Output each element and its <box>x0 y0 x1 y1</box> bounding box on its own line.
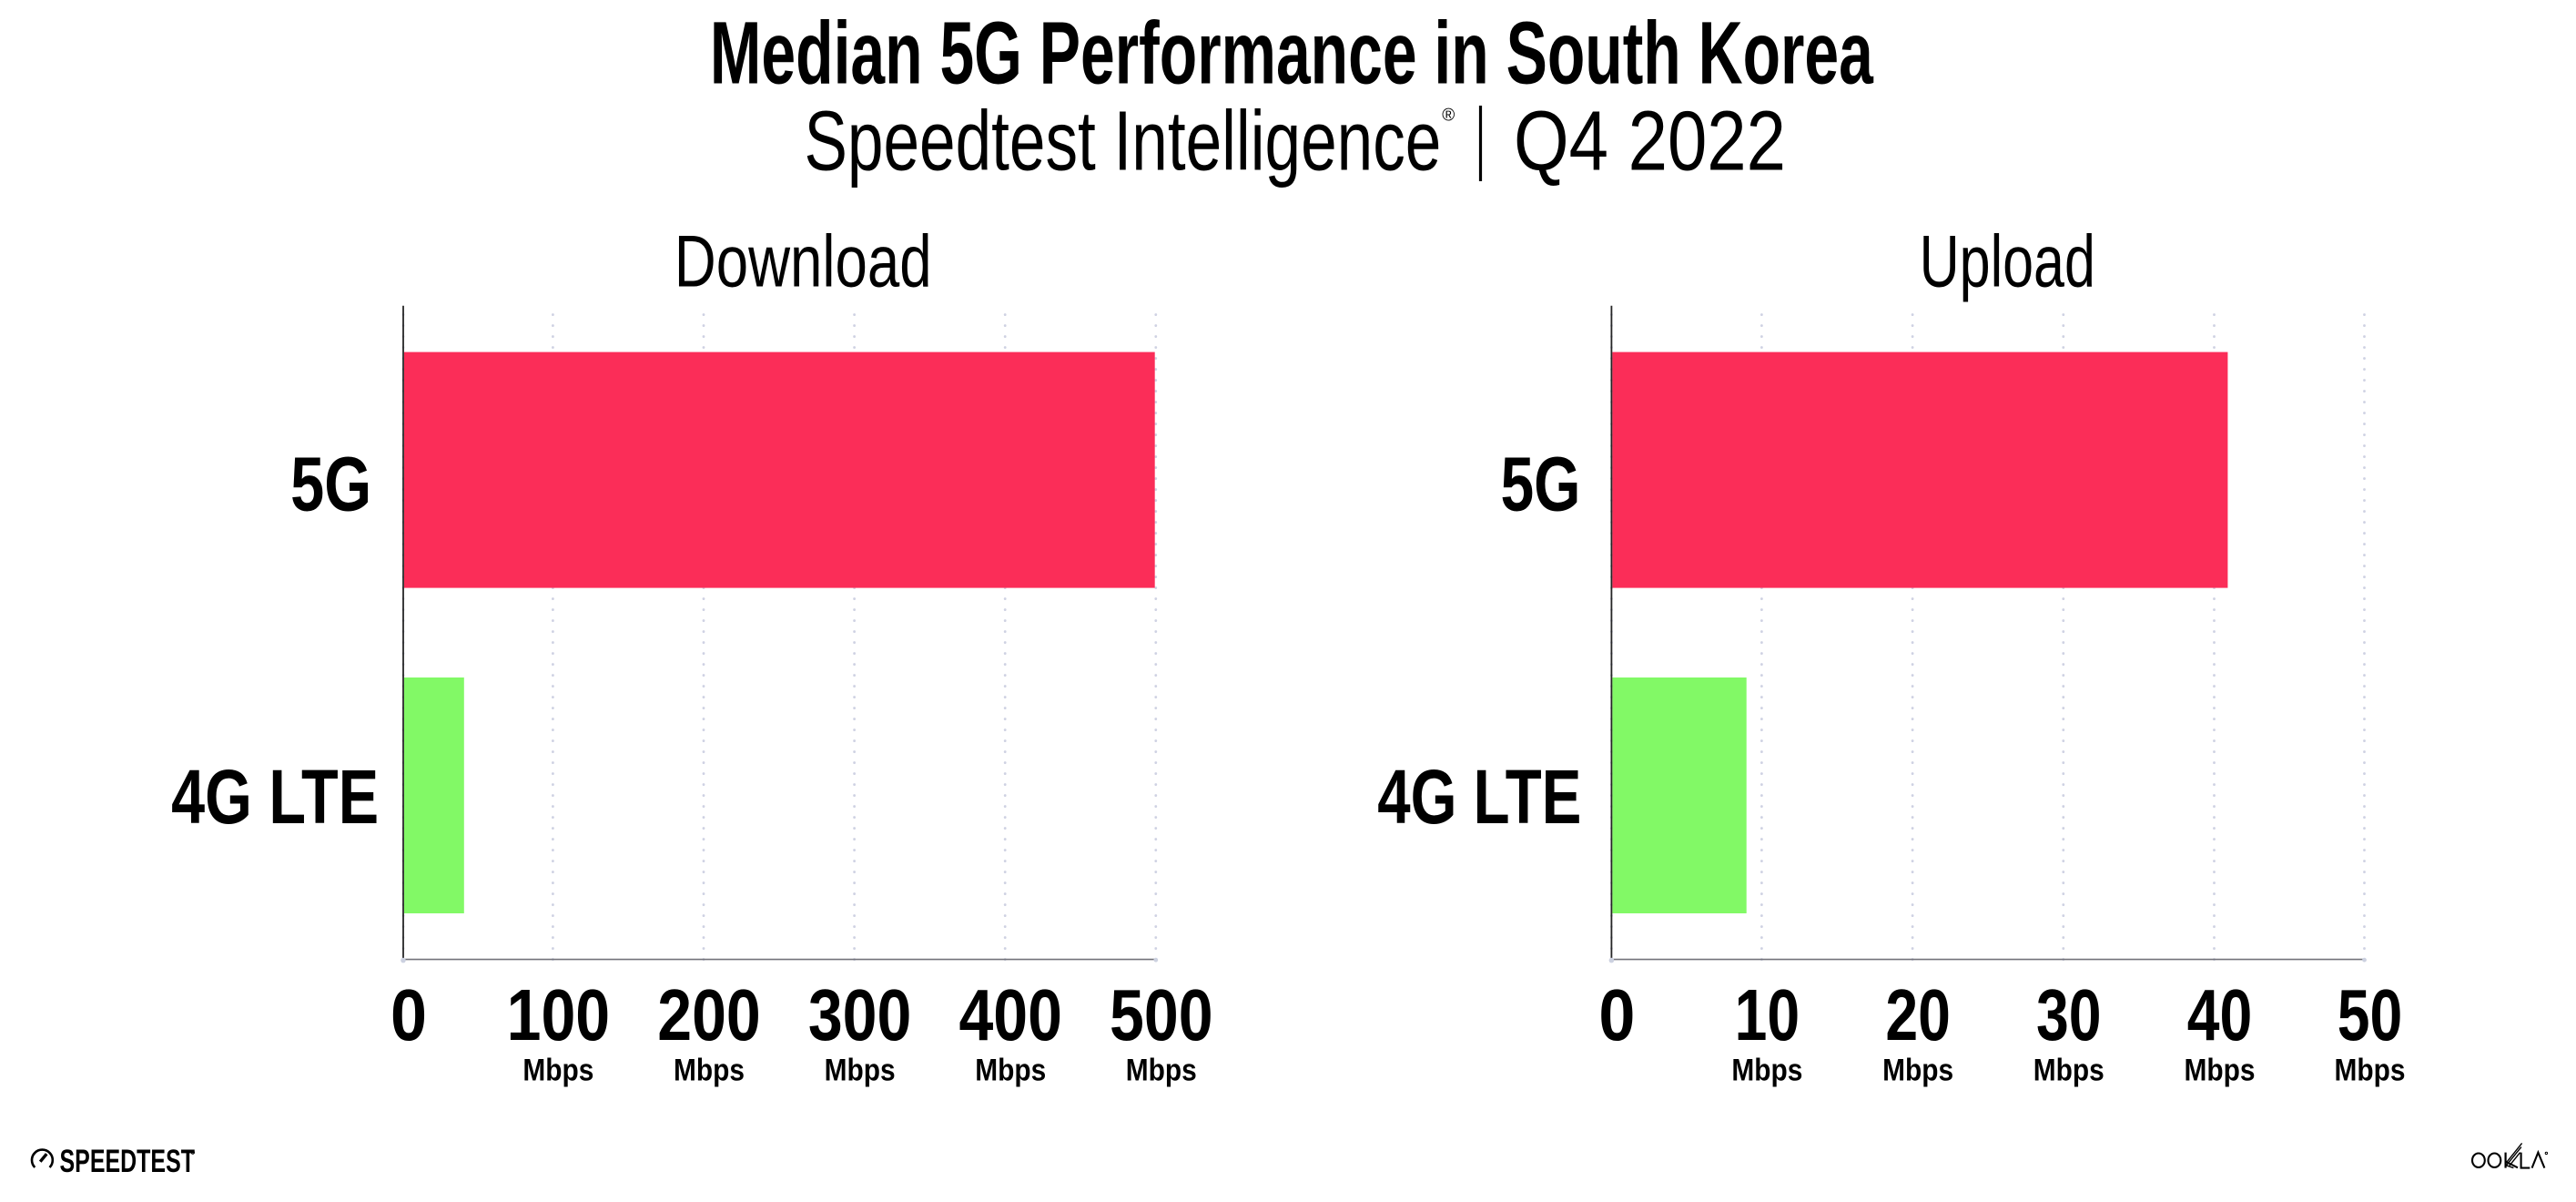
svg-text:50: 50 <box>2338 974 2403 1055</box>
svg-text:Mbps: Mbps <box>1731 1053 1802 1087</box>
svg-text:200: 200 <box>657 974 761 1055</box>
svg-text:100: 100 <box>507 974 611 1055</box>
svg-text:40: 40 <box>2187 974 2253 1055</box>
svg-text:5G: 5G <box>290 441 371 527</box>
svg-text:0: 0 <box>390 974 427 1055</box>
svg-text:10: 10 <box>1735 974 1800 1055</box>
svg-text:Mbps: Mbps <box>825 1053 896 1087</box>
svg-text:Speedtest Intelligence: Speedtest Intelligence <box>805 93 1442 188</box>
svg-text:500: 500 <box>1110 974 1213 1055</box>
svg-text:Median 5G Performance in South: Median 5G Performance in South Korea <box>710 4 1874 103</box>
svg-text:Mbps: Mbps <box>2033 1053 2104 1087</box>
svg-text:Mbps: Mbps <box>2335 1053 2406 1087</box>
svg-text:Mbps: Mbps <box>522 1053 593 1087</box>
svg-text:20: 20 <box>1885 974 1951 1055</box>
svg-text:Mbps: Mbps <box>674 1053 745 1087</box>
svg-text:Mbps: Mbps <box>1126 1053 1197 1087</box>
svg-text:Mbps: Mbps <box>2185 1053 2256 1087</box>
svg-text:5G: 5G <box>1501 441 1581 527</box>
svg-text:400: 400 <box>958 974 1062 1055</box>
svg-text:300: 300 <box>808 974 912 1055</box>
svg-text:®: ® <box>1442 106 1455 125</box>
svg-text:30: 30 <box>2036 974 2102 1055</box>
svg-text:4G LTE: 4G LTE <box>171 753 379 840</box>
svg-text:Upload: Upload <box>1920 221 2095 303</box>
svg-text:0: 0 <box>1598 974 1635 1055</box>
svg-text:Q4 2022: Q4 2022 <box>1514 93 1786 188</box>
svg-text:Mbps: Mbps <box>975 1053 1046 1087</box>
svg-text:Mbps: Mbps <box>1882 1053 1953 1087</box>
svg-text:SPEEDTEST: SPEEDTEST <box>60 1144 196 1179</box>
svg-text:4G LTE: 4G LTE <box>1377 753 1581 840</box>
svg-text:Download: Download <box>674 221 932 303</box>
